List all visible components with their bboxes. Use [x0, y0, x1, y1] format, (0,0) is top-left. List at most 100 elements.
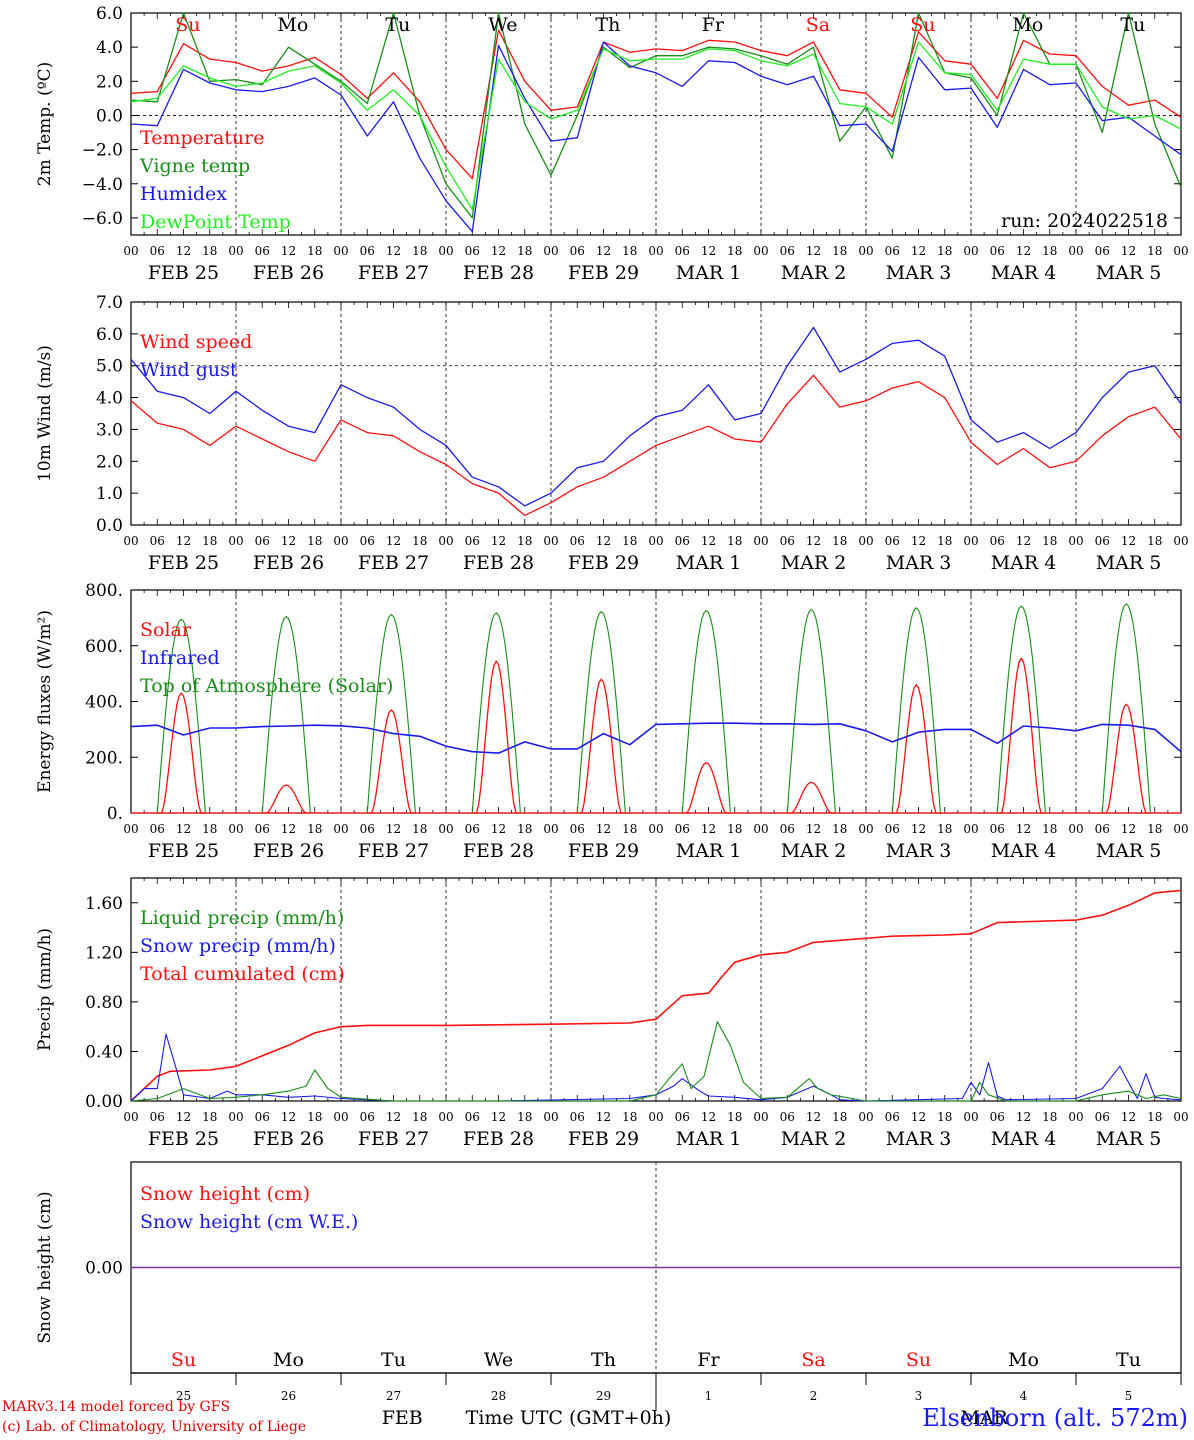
wind-date-label: FEB 29	[568, 552, 639, 574]
precip-hour-label: 18	[412, 1110, 427, 1124]
energy-y-axis-label: Energy fluxes (W/m²)	[35, 610, 55, 793]
wind-hour-label: 00	[1068, 534, 1083, 548]
precip-date-label: FEB 25	[148, 1128, 219, 1150]
precip-hour-label: 00	[753, 1110, 768, 1124]
precip-y-axis-label: Precip (mm/h)	[35, 928, 55, 1051]
snow-day-name: Fr	[697, 1349, 720, 1371]
energy-date-label: FEB 28	[463, 840, 534, 862]
temp-date-label: FEB 27	[358, 262, 429, 284]
temp-hour-label: 06	[885, 244, 900, 258]
wind-y-tick-label: 6.0	[96, 325, 123, 345]
energy-hour-label: 00	[648, 822, 663, 836]
temp-y-tick-label: −6.0	[82, 209, 123, 229]
energy-date-label: MAR 3	[886, 840, 952, 862]
wind-hour-label: 18	[307, 534, 322, 548]
precip-hour-label: 18	[1147, 1110, 1162, 1124]
precip-hour-label: 12	[1121, 1110, 1136, 1124]
lab-credit: (c) Lab. of Climatology, University of L…	[2, 1419, 307, 1435]
wind-hour-label: 12	[806, 534, 821, 548]
temp-day-name: Tu	[1120, 14, 1145, 36]
energy-hour-label: 12	[491, 822, 506, 836]
temp-y-tick-label: 2.0	[96, 72, 123, 92]
temp-hour-label: 18	[937, 244, 952, 258]
snow-day-name: Mo	[1008, 1349, 1039, 1371]
precip-legend-entry: Snow precip (mm/h)	[140, 935, 336, 957]
wind-hour-label: 00	[438, 534, 453, 548]
toa-solar-line	[992, 605, 1050, 814]
wind-hour-label: 18	[727, 534, 742, 548]
precip-hour-label: 00	[963, 1110, 978, 1124]
precip-hour-label: 18	[622, 1110, 637, 1124]
energy-hour-label: 12	[1016, 822, 1031, 836]
temp-hour-label: 00	[228, 244, 243, 258]
precip-date-label: FEB 28	[463, 1128, 534, 1150]
energy-legend-entry: Solar	[140, 619, 192, 641]
energy-y-tick-label: 600.	[85, 637, 123, 657]
temp-hour-label: 00	[1173, 244, 1188, 258]
precip-date-label: MAR 4	[991, 1128, 1057, 1150]
wind-hour-label: 00	[963, 534, 978, 548]
temp-day-name: Su	[910, 14, 935, 36]
solar-line	[262, 784, 311, 814]
precip-hour-label: 12	[1016, 1110, 1031, 1124]
precip-hour-label: 00	[543, 1110, 558, 1124]
temp-hour-label: 06	[570, 244, 585, 258]
wind-hour-label: 12	[176, 534, 191, 548]
snow-day-name: Su	[906, 1349, 931, 1371]
energy-date-label: FEB 26	[253, 840, 324, 862]
temp-hour-label: 18	[832, 244, 847, 258]
snow-day-number: 29	[596, 1389, 611, 1403]
energy-hour-label: 00	[123, 822, 138, 836]
wind-hour-label: 00	[858, 534, 873, 548]
wind-date-label: MAR 2	[781, 552, 847, 574]
precip-date-label: MAR 1	[676, 1128, 742, 1150]
energy-hour-label: 18	[412, 822, 427, 836]
precip-hour-label: 06	[1095, 1110, 1110, 1124]
wind-date-label: FEB 28	[463, 552, 534, 574]
temp-hour-label: 06	[465, 244, 480, 258]
temp-hour-label: 06	[255, 244, 270, 258]
toa-solar-line	[362, 613, 420, 814]
energy-hour-label: 12	[281, 822, 296, 836]
toa-solar-line	[677, 610, 735, 814]
snow-day-number: 5	[1125, 1389, 1133, 1403]
wind-hour-label: 18	[937, 534, 952, 548]
precip-hour-label: 06	[360, 1110, 375, 1124]
solar-line	[892, 684, 941, 814]
energy-hour-label: 12	[701, 822, 716, 836]
temp-hour-label: 12	[491, 244, 506, 258]
precip-hour-label: 18	[1042, 1110, 1057, 1124]
wind-hour-label: 12	[1121, 534, 1136, 548]
wind-hour-label: 00	[123, 534, 138, 548]
wind-date-label: FEB 26	[253, 552, 324, 574]
snow-day-name: Mo	[273, 1349, 304, 1371]
temp-day-name: Tu	[385, 14, 410, 36]
wind-hour-label: 06	[360, 534, 375, 548]
wind-y-tick-label: 4.0	[96, 389, 123, 409]
precip-hour-label: 12	[491, 1110, 506, 1124]
temp-hour-label: 00	[648, 244, 663, 258]
solar-line	[1102, 703, 1151, 814]
temp-day-name: Th	[595, 14, 620, 36]
energy-hour-label: 06	[570, 822, 585, 836]
temp-day-name: Mo	[1012, 14, 1043, 36]
wind-hour-label: 12	[386, 534, 401, 548]
temp-hour-label: 18	[517, 244, 532, 258]
solar-line	[577, 678, 626, 814]
energy-legend-entry: Infrared	[140, 647, 220, 669]
wind-hour-label: 06	[990, 534, 1005, 548]
energy-hour-label: 06	[780, 822, 795, 836]
temp-hour-label: 18	[622, 244, 637, 258]
energy-frame	[130, 589, 1182, 814]
solar-line	[682, 762, 731, 814]
solar-line	[997, 657, 1046, 814]
model-credit: MARv3.14 model forced by GFS	[2, 1399, 231, 1415]
precip-date-label: MAR 3	[886, 1128, 952, 1150]
energy-date-label: MAR 1	[676, 840, 742, 862]
solar-line	[157, 692, 206, 814]
energy-date-label: MAR 2	[781, 840, 847, 862]
energy-y-tick-label: 0.	[107, 804, 123, 824]
precip-hour-label: 00	[228, 1110, 243, 1124]
wind-hour-label: 12	[596, 534, 611, 548]
precip-hour-label: 06	[150, 1110, 165, 1124]
